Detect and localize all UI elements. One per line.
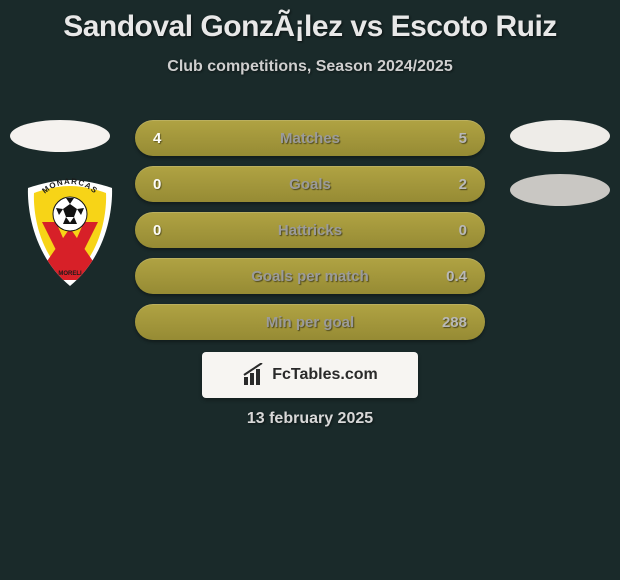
player-left-avatar <box>10 120 110 152</box>
bar-chart-icon <box>242 363 266 387</box>
stats-table: 4Matches50Goals20Hattricks0Goals per mat… <box>135 120 485 350</box>
stat-right-value: 5 <box>427 130 467 147</box>
stat-right-value: 0.4 <box>427 268 467 285</box>
club-right-badge <box>510 174 610 206</box>
player-right-avatar <box>510 120 610 152</box>
brand-box: FcTables.com <box>202 352 418 398</box>
comparison-title: Sandoval GonzÃ¡lez vs Escoto Ruiz <box>0 0 620 44</box>
stat-row: 0Hattricks0 <box>135 212 485 248</box>
stat-label: Goals per match <box>193 268 427 285</box>
stat-label: Matches <box>193 130 427 147</box>
stat-right-value: 0 <box>427 222 467 239</box>
stat-label: Min per goal <box>193 314 427 331</box>
stat-row: Min per goal288 <box>135 304 485 340</box>
stat-label: Goals <box>193 176 427 193</box>
stat-row: Goals per match0.4 <box>135 258 485 294</box>
stat-row: 0Goals2 <box>135 166 485 202</box>
stat-left-value: 4 <box>153 130 193 147</box>
stat-label: Hattricks <box>193 222 427 239</box>
date-text: 13 february 2025 <box>0 410 620 428</box>
stat-right-value: 2 <box>427 176 467 193</box>
stat-row: 4Matches5 <box>135 120 485 156</box>
stat-left-value: 0 <box>153 222 193 239</box>
stat-right-value: 288 <box>427 314 467 331</box>
stat-left-value: 0 <box>153 176 193 193</box>
brand-text: FcTables.com <box>272 366 378 384</box>
badge-text-bottom: MORELI <box>58 271 82 277</box>
club-left-badge: MONARCAS MORELI <box>20 178 120 290</box>
subtitle: Club competitions, Season 2024/2025 <box>0 58 620 76</box>
